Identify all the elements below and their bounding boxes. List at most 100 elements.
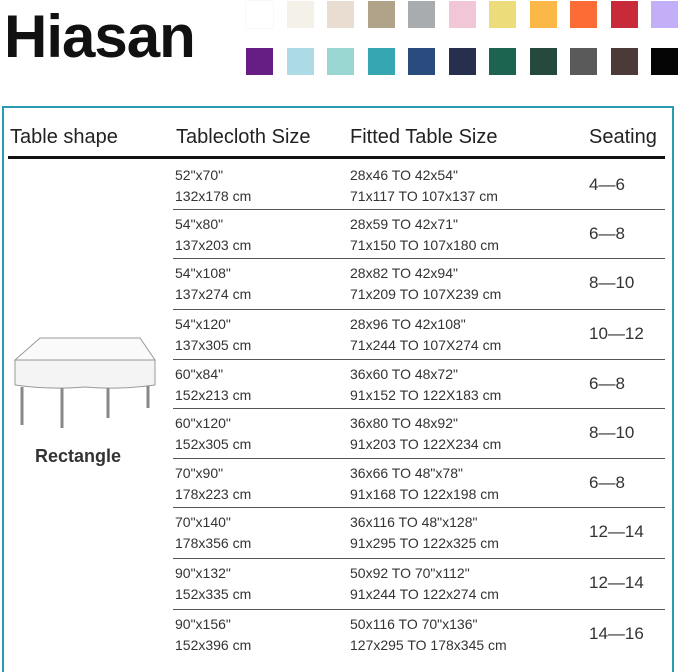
table-row: 52"x70" 132x178 cm 28x46 TO 42x54" 71x117 … bbox=[173, 161, 665, 210]
color-swatch bbox=[286, 1, 314, 28]
size-inches: 90"x156" bbox=[175, 616, 231, 632]
header-fitted-size: Fitted Table Size bbox=[350, 126, 498, 148]
size-inches: 60"x120" bbox=[175, 415, 231, 431]
seating: 4—6 bbox=[589, 175, 625, 194]
color-swatch bbox=[489, 48, 516, 75]
fitted-inches: 36x66 TO 48"x78" bbox=[350, 465, 463, 481]
color-swatch bbox=[327, 48, 354, 75]
seating: 10—12 bbox=[589, 324, 644, 343]
color-swatch bbox=[489, 1, 516, 28]
table-row: 54"x80" 137x203 cm 28x59 TO 42x71" 71x150 … bbox=[173, 210, 665, 259]
seating: 8—10 bbox=[589, 423, 635, 442]
size-cm: 132x178 cm bbox=[175, 188, 252, 204]
size-inches: 54"x80" bbox=[175, 216, 224, 232]
tablecloth-size: 70"x140" 178x356 cm bbox=[175, 512, 251, 554]
fitted-cm: 127x295 TO 178x345 cm bbox=[350, 637, 507, 653]
tablecloth-size: 54"x80" 137x203 cm bbox=[175, 214, 251, 256]
fitted-size: 36x80 TO 48x92" 91x203 TO 122X234 cm bbox=[350, 413, 501, 455]
seating: 6—8 bbox=[589, 224, 625, 243]
table-row: 60"x120" 152x305 cm 36x80 TO 48x92" 91x203… bbox=[173, 409, 665, 459]
fitted-inches: 28x46 TO 42x54" bbox=[350, 167, 458, 183]
size-inches: 52"x70" bbox=[175, 167, 224, 183]
color-swatch bbox=[570, 48, 597, 75]
color-swatch bbox=[408, 1, 435, 28]
fitted-size: 36x60 TO 48x72" 91x152 TO 122X183 cm bbox=[350, 364, 501, 406]
tablecloth-size: 90"x156" 152x396 cm bbox=[175, 614, 251, 656]
size-cm: 178x223 cm bbox=[175, 486, 252, 502]
fitted-size: 28x82 TO 42x94" 71x209 TO 107X239 cm bbox=[350, 263, 501, 305]
shape-label: Rectangle bbox=[35, 446, 122, 466]
tablecloth-size: 70"x90" 178x223 cm bbox=[175, 463, 251, 505]
fitted-inches: 36x116 TO 48"x128" bbox=[350, 514, 478, 530]
table-row: 60"x84" 152x213 cm 36x60 TO 48x72" 91x152 … bbox=[173, 360, 665, 409]
fitted-size: 36x66 TO 48"x78" 91x168 TO 122x198 cm bbox=[350, 463, 499, 505]
color-swatch bbox=[610, 48, 638, 75]
tablecloth-size: 60"x120" 152x305 cm bbox=[175, 413, 251, 455]
fitted-cm: 91x244 TO 122x274 cm bbox=[350, 586, 499, 602]
fitted-cm: 91x295 TO 122x325 cm bbox=[350, 535, 499, 551]
color-swatch bbox=[448, 48, 476, 75]
color-swatch bbox=[529, 1, 557, 28]
fitted-inches: 50x92 TO 70"x112" bbox=[350, 565, 470, 581]
size-cm: 137x203 cm bbox=[175, 237, 252, 253]
color-swatch bbox=[529, 48, 557, 75]
tablecloth-size: 60"x84" 152x213 cm bbox=[175, 364, 251, 406]
fitted-inches: 28x59 TO 42x71" bbox=[350, 216, 458, 232]
table-row: 70"x90" 178x223 cm 36x66 TO 48"x78" 91x168… bbox=[173, 459, 665, 508]
seating: 8—10 bbox=[589, 273, 635, 292]
size-inches: 70"x140" bbox=[175, 514, 231, 530]
seating: 12—14 bbox=[589, 522, 644, 541]
tablecloth-size: 54"x108" 137x274 cm bbox=[175, 263, 251, 305]
color-swatch bbox=[327, 1, 354, 28]
fitted-cm: 71x209 TO 107X239 cm bbox=[350, 286, 502, 302]
seating: 14—16 bbox=[589, 624, 644, 643]
fitted-inches: 50x116 TO 70"x136" bbox=[350, 616, 478, 632]
header-tablecloth-size: Tablecloth Size bbox=[176, 126, 311, 148]
seating: 12—14 bbox=[589, 573, 644, 592]
tablecloth-size: 90"x132" 152x335 cm bbox=[175, 563, 251, 605]
size-cm: 152x305 cm bbox=[175, 436, 252, 452]
color-swatch bbox=[651, 48, 678, 75]
color-swatch bbox=[651, 1, 678, 28]
seating: 6—8 bbox=[589, 473, 625, 492]
size-inches: 90"x132" bbox=[175, 565, 231, 581]
color-swatch bbox=[610, 1, 638, 28]
tablecloth-size: 52"x70" 132x178 cm bbox=[175, 165, 251, 207]
table-row: 90"x156" 152x396 cm 50x116 TO 70"x136" 127… bbox=[173, 610, 665, 660]
color-swatch bbox=[408, 48, 435, 75]
size-inches: 60"x84" bbox=[175, 366, 224, 382]
header-seating: Seating bbox=[589, 126, 657, 148]
size-cm: 137x305 cm bbox=[175, 337, 252, 353]
fitted-size: 28x59 TO 42x71" 71x150 TO 107x180 cm bbox=[350, 214, 499, 256]
color-swatch bbox=[246, 1, 273, 28]
size-inches: 54"x108" bbox=[175, 265, 231, 281]
fitted-inches: 28x82 TO 42x94" bbox=[350, 265, 458, 281]
color-swatch bbox=[367, 48, 395, 75]
fitted-cm: 71x150 TO 107x180 cm bbox=[350, 237, 499, 253]
size-inches: 70"x90" bbox=[175, 465, 224, 481]
fitted-size: 50x116 TO 70"x136" 127x295 TO 178x345 cm bbox=[350, 614, 507, 656]
rectangle-table-icon bbox=[13, 337, 156, 428]
fitted-cm: 91x168 TO 122x198 cm bbox=[350, 486, 499, 502]
fitted-size: 28x96 TO 42x108" 71x244 TO 107X274 cm bbox=[350, 314, 501, 356]
size-cm: 137x274 cm bbox=[175, 286, 252, 302]
size-cm: 152x396 cm bbox=[175, 637, 252, 653]
color-swatch bbox=[246, 48, 273, 75]
size-cm: 178x356 cm bbox=[175, 535, 252, 551]
table-row: 70"x140" 178x356 cm 36x116 TO 48"x128" 91x… bbox=[173, 508, 665, 559]
fitted-cm: 71x244 TO 107X274 cm bbox=[350, 337, 502, 353]
fitted-size: 36x116 TO 48"x128" 91x295 TO 122x325 cm bbox=[350, 512, 499, 554]
fitted-inches: 36x60 TO 48x72" bbox=[350, 366, 458, 382]
fitted-size: 50x92 TO 70"x112" 91x244 TO 122x274 cm bbox=[350, 563, 499, 605]
fitted-cm: 91x152 TO 122X183 cm bbox=[350, 387, 502, 403]
fitted-inches: 36x80 TO 48x92" bbox=[350, 415, 458, 431]
size-inches: 54"x120" bbox=[175, 316, 231, 332]
table-row: 54"x108" 137x274 cm 28x82 TO 42x94" 71x209… bbox=[173, 259, 665, 310]
header-divider bbox=[8, 156, 665, 159]
fitted-inches: 28x96 TO 42x108" bbox=[350, 316, 466, 332]
color-swatch bbox=[570, 1, 597, 28]
tablecloth-size: 54"x120" 137x305 cm bbox=[175, 314, 251, 356]
table-row: 54"x120" 137x305 cm 28x96 TO 42x108" 71x24… bbox=[173, 310, 665, 360]
fitted-cm: 71x117 TO 107x137 cm bbox=[350, 188, 498, 204]
color-swatch bbox=[367, 1, 395, 28]
